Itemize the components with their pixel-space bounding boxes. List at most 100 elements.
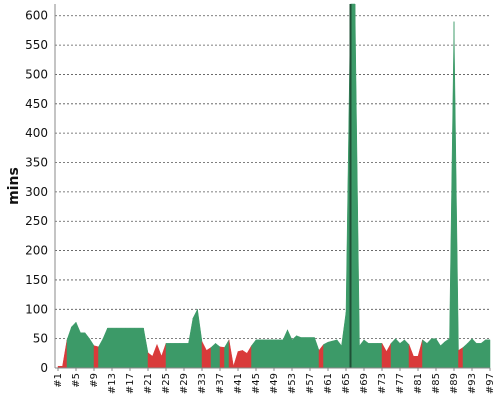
area-segment	[201, 341, 207, 369]
area-segment	[197, 309, 203, 369]
y-tick-labels: 0 50 100 150 200 250 300 350 400 450 500 550 600	[25, 9, 48, 375]
area-segment	[390, 338, 396, 369]
area-segment	[120, 327, 126, 369]
area-segment	[291, 335, 297, 369]
area-segment	[215, 342, 221, 369]
x-tick-label: #41	[233, 373, 244, 394]
area-segment	[102, 327, 108, 369]
area-segment	[282, 329, 288, 369]
area-segment	[264, 339, 270, 369]
area-segment	[192, 309, 198, 369]
x-tick-label: #13	[107, 373, 118, 394]
area-segment	[363, 339, 369, 369]
area-segment	[278, 339, 284, 369]
area-segment	[269, 339, 275, 369]
x-tick-label: #29	[179, 373, 190, 394]
area-segment	[273, 339, 279, 369]
x-tick-label: #93	[467, 373, 478, 394]
y-tick-label: 100	[25, 302, 48, 316]
x-tick-label: #49	[269, 373, 280, 394]
area-segment	[314, 337, 320, 369]
area-segment	[152, 344, 158, 369]
y-tick-label: 300	[25, 185, 48, 199]
area-segment	[467, 338, 473, 369]
y-tick-label: 50	[33, 332, 48, 346]
area-segment	[246, 344, 252, 369]
area-segment	[327, 340, 333, 369]
area-segment	[98, 338, 104, 369]
area-segment	[134, 327, 140, 369]
area-segment	[471, 338, 477, 369]
x-tick-label: #81	[413, 373, 424, 394]
area-segment	[458, 346, 464, 369]
area-segment	[305, 337, 311, 369]
area-segment	[431, 338, 437, 369]
area-segment	[255, 339, 261, 369]
x-tick-label: #73	[377, 373, 388, 394]
x-tick-label: #77	[395, 373, 406, 394]
area-segment	[480, 339, 486, 369]
y-tick-label: 350	[25, 156, 48, 170]
area-segment	[323, 341, 329, 369]
area-segment	[179, 343, 185, 369]
area-segment	[413, 356, 419, 369]
area-segment	[251, 339, 257, 369]
area-segment	[417, 339, 423, 369]
area-segment	[233, 351, 239, 369]
x-tick-label: #37	[215, 373, 226, 394]
x-tick-label: #57	[305, 373, 316, 394]
area-segment	[111, 327, 117, 369]
y-tick-label: 400	[25, 126, 48, 140]
area-segment	[62, 339, 68, 369]
area-segment	[341, 312, 347, 369]
area-segment	[404, 339, 410, 369]
y-tick-label: 450	[25, 97, 48, 111]
area-segment	[84, 332, 90, 369]
area-segment	[188, 318, 194, 369]
area-segment	[395, 338, 401, 369]
y-tick-label: 0	[40, 361, 48, 375]
area-segment	[485, 339, 491, 369]
area-segment	[332, 339, 338, 369]
area-segment	[476, 343, 482, 369]
area-segment	[372, 343, 378, 369]
area-segment	[147, 352, 153, 369]
area-segment	[444, 338, 450, 369]
x-tick-label: #33	[197, 373, 208, 394]
area-segment	[107, 327, 113, 369]
area-segment	[453, 21, 459, 369]
x-tick-label: #65	[341, 373, 352, 394]
area-segment	[138, 327, 144, 369]
x-tick-label: #53	[287, 373, 298, 394]
y-tick-label: 600	[25, 9, 48, 23]
area-segment	[174, 343, 180, 369]
area-segment	[206, 346, 212, 369]
area-segment	[440, 341, 446, 369]
area-segment	[116, 327, 122, 369]
x-tick-label: #89	[449, 373, 460, 394]
area-segment	[287, 329, 293, 369]
area-segment	[408, 344, 414, 369]
area-segment	[426, 338, 432, 369]
area-segment	[260, 339, 266, 369]
area-segment	[71, 321, 77, 369]
x-tick-label: #9	[89, 373, 100, 388]
area-segment	[156, 344, 162, 369]
y-tick-label: 500	[25, 67, 48, 81]
area-segment	[80, 332, 86, 369]
x-tick-label: #25	[161, 373, 172, 394]
area-segment	[309, 337, 315, 369]
area-segment	[183, 343, 189, 369]
x-tick-label: #69	[359, 373, 370, 394]
x-tick-labels: #1 #5 #9 #13 #17 #21 #25 #29 #33 #37 #41 #45 #49 #53 #…	[53, 368, 496, 394]
area-segment	[93, 345, 99, 369]
area-segment	[129, 327, 135, 369]
area-segment	[125, 327, 131, 369]
area-segment	[386, 343, 392, 369]
area-segment	[381, 343, 387, 369]
area-segment	[318, 343, 324, 369]
x-tick-label: #97	[485, 373, 496, 394]
area-segment	[336, 339, 342, 369]
